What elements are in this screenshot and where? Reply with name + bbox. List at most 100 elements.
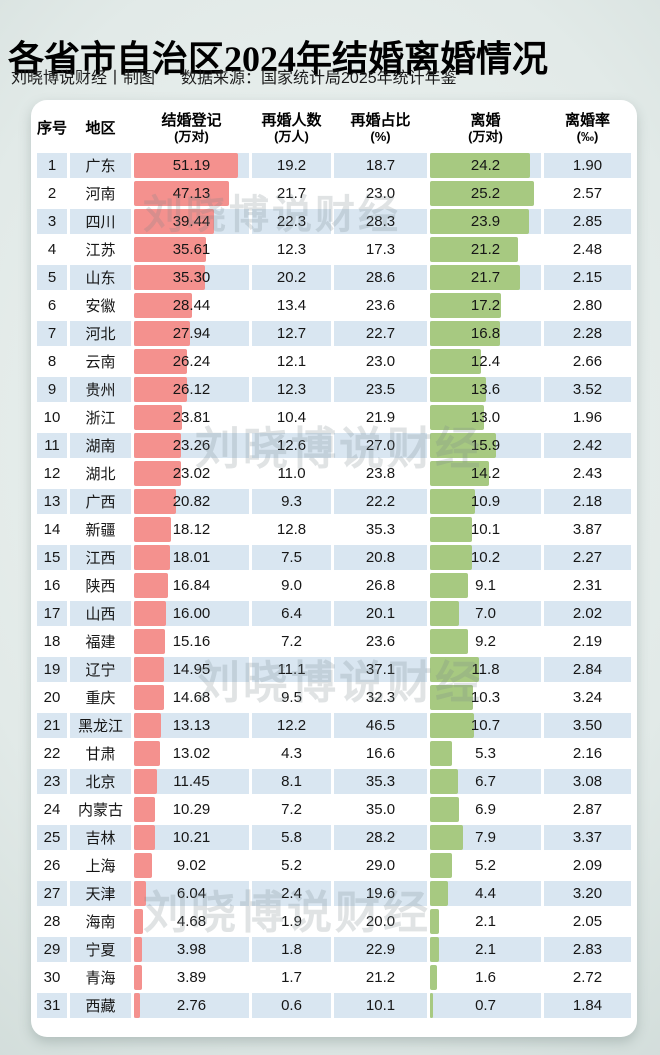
marriage-cell: 47.13 (134, 181, 249, 206)
marriage-cell-bar (134, 937, 143, 962)
header-remarriage-pct: 再婚占比 (%) (334, 106, 427, 150)
divorce-value: 10.1 (470, 521, 501, 538)
divorce-value: 4.4 (475, 885, 496, 902)
divorce-cell: 11.8 (430, 657, 541, 682)
marriage-cell: 15.16 (134, 629, 249, 654)
region-name: 吉林 (70, 825, 131, 850)
row-number: 25 (37, 825, 67, 850)
marriage-cell: 10.29 (134, 797, 249, 822)
divorce-rate: 3.20 (544, 881, 631, 906)
marriage-value: 26.24 (172, 353, 211, 370)
region-name: 宁夏 (70, 937, 131, 962)
marriage-cell-bar (134, 909, 144, 934)
row-number: 5 (37, 265, 67, 290)
region-name: 四川 (70, 209, 131, 234)
divorce-cell-bar (430, 825, 463, 850)
divorce-cell-bar (430, 881, 449, 906)
region-name: 海南 (70, 909, 131, 934)
divorce-rate: 2.48 (544, 237, 631, 262)
marriage-value: 51.19 (172, 157, 211, 174)
marriage-cell: 2.76 (134, 993, 249, 1018)
marriage-value: 3.89 (176, 969, 207, 986)
header-unit: (%) (370, 129, 391, 144)
remarriage-count: 21.7 (252, 181, 331, 206)
row-number: 21 (37, 713, 67, 738)
row-number: 28 (37, 909, 67, 934)
divorce-value: 9.2 (475, 633, 496, 650)
divorce-value: 10.2 (470, 549, 501, 566)
marriage-value: 35.61 (172, 241, 211, 258)
divorce-value: 12.4 (470, 353, 501, 370)
marriage-cell: 20.82 (134, 489, 249, 514)
remarriage-count: 5.8 (252, 825, 331, 850)
region-name: 安徽 (70, 293, 131, 318)
marriage-cell: 14.95 (134, 657, 249, 682)
divorce-cell: 2.1 (430, 909, 541, 934)
remarriage-pct: 27.0 (334, 433, 427, 458)
divorce-rate: 2.42 (544, 433, 631, 458)
remarriage-count: 12.3 (252, 377, 331, 402)
marriage-cell-bar (134, 545, 171, 570)
divorce-value: 17.2 (470, 297, 501, 314)
marriage-cell-bar (134, 741, 161, 766)
marriage-cell: 26.24 (134, 349, 249, 374)
divorce-cell-bar (430, 965, 437, 990)
row-number: 6 (37, 293, 67, 318)
remarriage-pct: 21.9 (334, 405, 427, 430)
header-label: 再婚占比 (350, 112, 411, 129)
marriage-value: 4.68 (176, 913, 207, 930)
page-title: 各省市自治区2024年结婚离婚情况 (8, 39, 549, 80)
remarriage-count: 8.1 (252, 769, 331, 794)
divorce-value: 10.3 (470, 689, 501, 706)
marriage-cell: 3.98 (134, 937, 249, 962)
remarriage-count: 1.7 (252, 965, 331, 990)
row-number: 26 (37, 853, 67, 878)
divorce-cell-bar (430, 713, 475, 738)
row-number: 4 (37, 237, 67, 262)
header-label: 地区 (85, 119, 116, 137)
divorce-rate: 2.72 (544, 965, 631, 990)
divorce-cell-bar (430, 545, 473, 570)
divorce-cell: 23.9 (430, 209, 541, 234)
divorce-cell-bar (430, 321, 500, 346)
divorce-cell-bar (430, 993, 433, 1018)
divorce-value: 11.8 (471, 661, 500, 678)
divorce-cell: 1.6 (430, 965, 541, 990)
divorce-value: 23.9 (470, 213, 501, 230)
remarriage-pct: 32.3 (334, 685, 427, 710)
divorce-value: 2.1 (475, 913, 496, 930)
row-number: 24 (37, 797, 67, 822)
header-remarriage-count: 再婚人数 (万人) (252, 106, 331, 150)
divorce-rate: 3.37 (544, 825, 631, 850)
remarriage-count: 22.3 (252, 209, 331, 234)
divorce-rate: 3.24 (544, 685, 631, 710)
region-name: 河南 (70, 181, 131, 206)
remarriage-pct: 10.1 (334, 993, 427, 1018)
remarriage-pct: 23.6 (334, 629, 427, 654)
remarriage-pct: 20.0 (334, 909, 427, 934)
marriage-cell-bar (134, 405, 183, 430)
region-name: 山西 (70, 601, 131, 626)
marriage-cell-bar (134, 461, 181, 486)
region-name: 西藏 (70, 993, 131, 1018)
region-name: 天津 (70, 881, 131, 906)
divorce-cell: 4.4 (430, 881, 541, 906)
remarriage-pct: 16.6 (334, 741, 427, 766)
divorce-rate: 3.87 (544, 517, 631, 542)
row-number: 23 (37, 769, 67, 794)
divorce-cell: 7.9 (430, 825, 541, 850)
row-number: 14 (37, 517, 67, 542)
region-name: 上海 (70, 853, 131, 878)
divorce-rate: 2.28 (544, 321, 631, 346)
row-number: 29 (37, 937, 67, 962)
remarriage-pct: 28.6 (334, 265, 427, 290)
region-name: 福建 (70, 629, 131, 654)
divorce-cell: 24.2 (430, 153, 541, 178)
marriage-cell-bar (134, 965, 142, 990)
divorce-cell: 0.7 (430, 993, 541, 1018)
divorce-cell: 10.7 (430, 713, 541, 738)
header-unit: (万人) (274, 129, 309, 144)
table-header: 序号 地区 结婚登记 (万对) 再婚人数 (万人) 再婚占比 (%) 离婚 (万… (37, 106, 631, 150)
marriage-cell: 35.61 (134, 237, 249, 262)
region-name: 陕西 (70, 573, 131, 598)
